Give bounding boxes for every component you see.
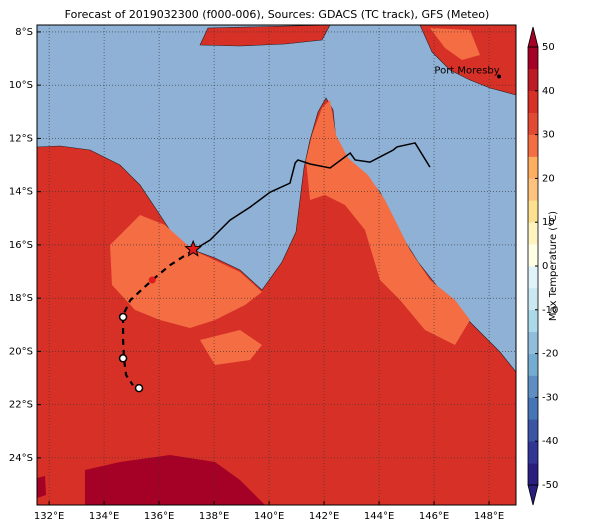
track-line [121,249,194,386]
colorbar-tick-label: 20 [542,173,555,184]
place-marker [497,74,502,79]
y-tick-label: 10°S [9,80,33,91]
track-line [192,142,431,251]
y-tick-label: 20°S [9,346,33,357]
y-tick-label: 14°S [9,187,33,198]
storm-marker [148,276,156,284]
colorbar-band [528,178,538,201]
colorbar-band [528,353,538,376]
colorbar-band [528,419,538,442]
land [37,97,516,505]
land-warm [430,28,480,60]
x-tick-label: 138°E [199,511,229,522]
colorbar-band [528,156,538,179]
y-tick-label: 18°S [9,293,33,304]
colorbar-band [528,309,538,332]
land [199,25,331,47]
colorbar-band [528,244,538,267]
colorbar-band [528,222,538,245]
x-tick-label: 140°E [254,511,284,522]
storm-marker [184,239,203,257]
land-warm [306,100,470,345]
storm-marker [118,312,128,322]
map-layers [37,25,516,505]
colorbar-extend [527,484,539,506]
colorbar-band [528,90,538,113]
colorbar-tick-label: 50 [542,42,555,53]
colorbar-band [528,134,538,157]
land-warm [200,330,262,365]
colorbar-tick-label: -10 [542,305,558,316]
y-tick-label: 12°S [9,133,33,144]
map-frame [36,24,517,506]
x-tick-label: 144°E [364,511,394,522]
land-warm [110,215,262,328]
colorbar-tick-label: 0 [542,261,548,272]
x-tick-label: 148°E [474,511,504,522]
place-label: Port Moresby [434,66,499,77]
colorbar-tick-label: 40 [542,86,555,97]
overlay [37,25,516,505]
colorbar-label: Max Temperature (°C) [548,211,559,321]
x-tick-label: 134°E [89,511,119,522]
colorbar-band [528,68,538,92]
colorbar-band [528,112,538,135]
chart-title: Forecast of 2019032300 (f000-006), Sourc… [65,8,490,21]
colorbar-band [528,463,538,486]
colorbar-band [528,200,538,223]
colorbar-band [528,441,538,464]
colorbar-tick-label: -30 [542,392,558,403]
colorbar-extend [527,26,539,48]
y-tick-label: 16°S [9,240,33,251]
colorbar-tick-label: -20 [542,349,558,360]
colorbar-band [528,266,538,289]
y-tick-label: 8°S [15,27,33,38]
land-hot [37,476,46,498]
colorbar-band [528,375,538,398]
x-tick-label: 132°E [34,511,64,522]
colorbar-tick-label: 30 [542,130,555,141]
x-tick-label: 142°E [309,511,339,522]
colorbar-tick-label: -50 [542,480,558,491]
colorbar-tick-label: -40 [542,436,558,447]
x-tick-label: 146°E [419,511,449,522]
colorbar-band [528,397,538,420]
x-tick-label: 136°E [144,511,174,522]
colorbar-band [528,47,538,70]
storm-marker [118,354,128,363]
land-hot [85,455,265,505]
y-tick-label: 24°S [9,453,33,464]
colorbar-tick-label: 10 [542,217,555,228]
y-tick-label: 22°S [9,400,33,411]
colorbar-band [528,287,538,311]
storm-marker [134,383,144,393]
colorbar-band [528,331,538,354]
